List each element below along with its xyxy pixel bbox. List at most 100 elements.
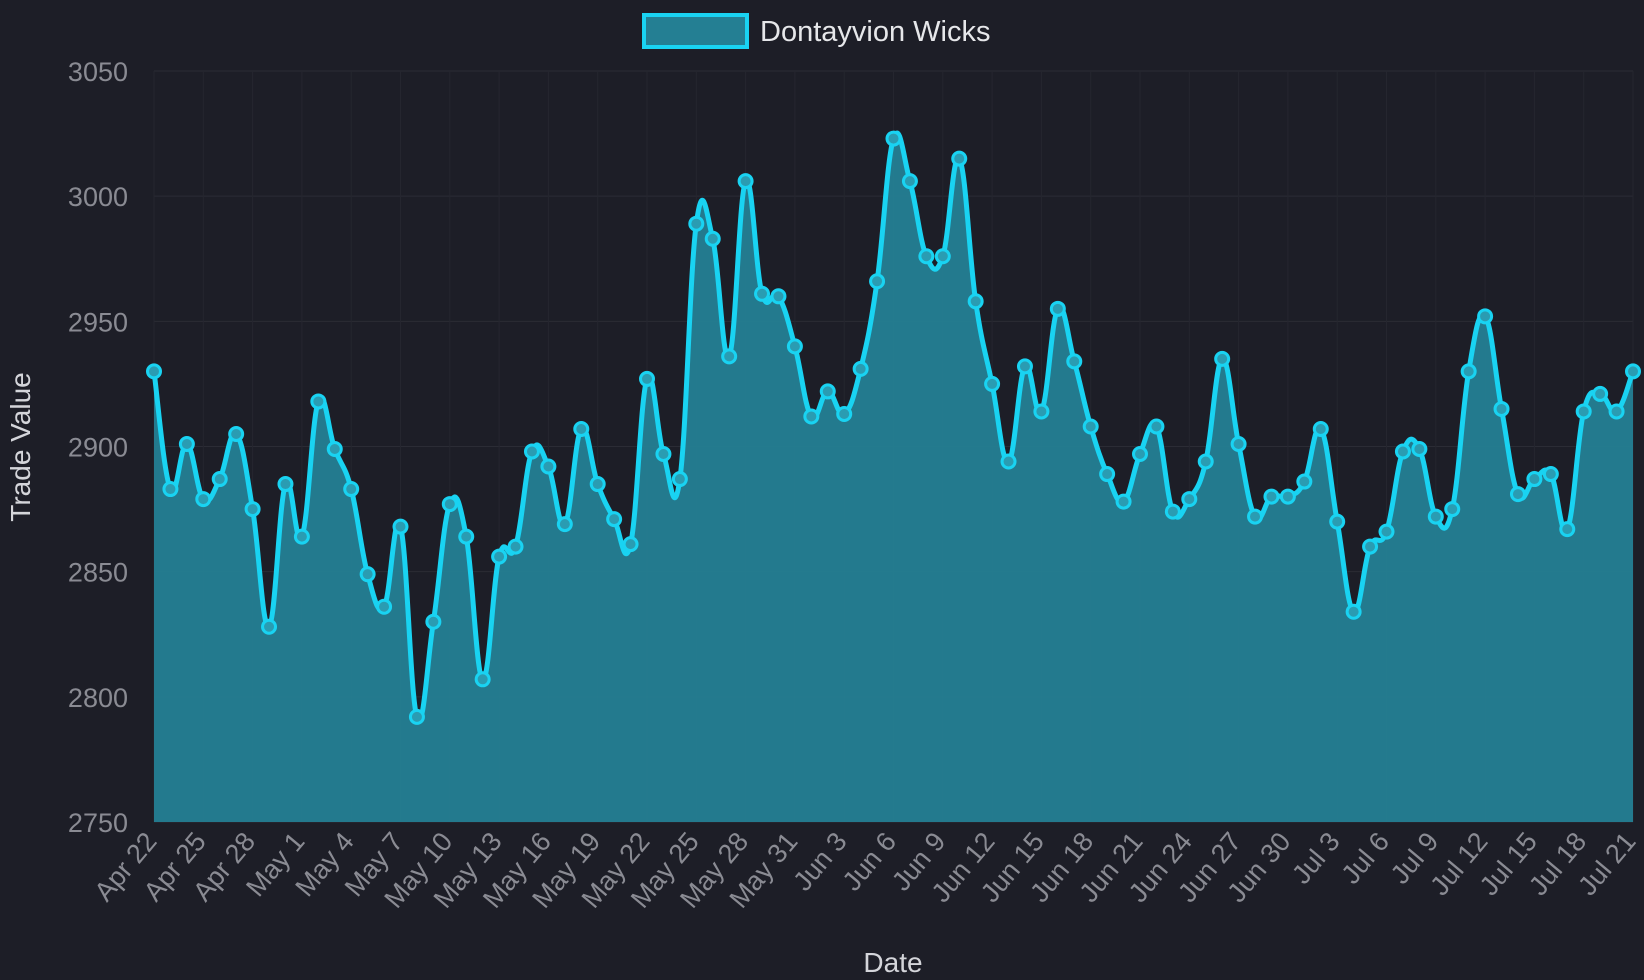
- data-point[interactable]: [491, 548, 508, 565]
- data-point[interactable]: [523, 443, 540, 460]
- data-point[interactable]: [836, 405, 853, 422]
- data-point[interactable]: [1526, 471, 1543, 488]
- data-point[interactable]: [178, 435, 195, 452]
- data-point[interactable]: [1082, 418, 1099, 435]
- data-point[interactable]: [770, 288, 787, 305]
- data-point[interactable]: [901, 173, 918, 190]
- data-point[interactable]: [474, 671, 491, 688]
- data-point[interactable]: [540, 458, 557, 475]
- data-point[interactable]: [885, 130, 902, 147]
- data-point[interactable]: [951, 150, 968, 167]
- data-point[interactable]: [704, 230, 721, 247]
- data-point[interactable]: [458, 528, 475, 545]
- data-point[interactable]: [1132, 446, 1148, 463]
- data-point[interactable]: [671, 471, 688, 488]
- data-point[interactable]: [343, 481, 360, 498]
- data-point[interactable]: [359, 566, 376, 583]
- legend-label[interactable]: Dontayvion Wicks: [760, 16, 990, 48]
- data-point[interactable]: [244, 501, 261, 518]
- data-point[interactable]: [1575, 403, 1592, 420]
- data-point[interactable]: [852, 360, 869, 377]
- data-point[interactable]: [803, 408, 820, 425]
- data-point[interactable]: [441, 496, 458, 513]
- data-point[interactable]: [819, 383, 836, 400]
- data-point[interactable]: [277, 476, 294, 493]
- data-point[interactable]: [1427, 508, 1444, 525]
- data-point[interactable]: [1099, 466, 1116, 483]
- data-point[interactable]: [573, 420, 590, 437]
- data-point[interactable]: [376, 598, 393, 615]
- y-tick-label: 2950: [68, 307, 128, 337]
- data-point[interactable]: [1230, 435, 1247, 452]
- data-point[interactable]: [1312, 420, 1329, 437]
- data-point[interactable]: [1608, 403, 1625, 420]
- data-point[interactable]: [556, 516, 573, 533]
- data-point[interactable]: [162, 481, 179, 498]
- data-point[interactable]: [228, 425, 245, 442]
- data-point[interactable]: [1214, 350, 1231, 367]
- data-point[interactable]: [1411, 441, 1428, 458]
- data-point[interactable]: [1394, 443, 1411, 460]
- data-point[interactable]: [655, 446, 672, 463]
- data-point[interactable]: [606, 511, 623, 528]
- data-point[interactable]: [639, 370, 655, 387]
- data-point[interactable]: [326, 441, 343, 458]
- data-point[interactable]: [408, 708, 425, 725]
- data-point[interactable]: [967, 293, 984, 310]
- data-point[interactable]: [934, 248, 951, 265]
- data-point[interactable]: [310, 393, 327, 410]
- y-tick-label: 3000: [68, 182, 128, 212]
- data-point[interactable]: [293, 528, 310, 545]
- data-point[interactable]: [1279, 488, 1296, 505]
- data-point[interactable]: [1362, 538, 1379, 555]
- data-point[interactable]: [1559, 521, 1576, 538]
- data-point[interactable]: [507, 538, 524, 555]
- data-point[interactable]: [589, 476, 606, 493]
- data-point[interactable]: [195, 491, 212, 508]
- data-point[interactable]: [754, 285, 771, 302]
- x-tick-label: Jun 3: [787, 827, 852, 897]
- data-point[interactable]: [1542, 466, 1559, 483]
- data-point[interactable]: [721, 348, 738, 365]
- data-point[interactable]: [1625, 363, 1641, 380]
- data-point[interactable]: [1509, 486, 1526, 503]
- data-point[interactable]: [984, 375, 1001, 392]
- data-point[interactable]: [1263, 488, 1280, 505]
- data-point[interactable]: [1296, 473, 1313, 490]
- data-point[interactable]: [1033, 403, 1050, 420]
- data-point[interactable]: [688, 215, 705, 232]
- data-point[interactable]: [1477, 308, 1494, 325]
- data-point[interactable]: [1115, 493, 1132, 510]
- data-point[interactable]: [1164, 503, 1181, 520]
- data-point[interactable]: [622, 536, 639, 553]
- data-point[interactable]: [786, 338, 803, 355]
- data-point[interactable]: [1345, 603, 1362, 620]
- data-point[interactable]: [425, 613, 442, 630]
- data-point[interactable]: [211, 471, 228, 488]
- x-tick-label: Jul 3: [1286, 827, 1346, 890]
- data-point[interactable]: [392, 518, 409, 535]
- data-point[interactable]: [261, 618, 278, 635]
- data-point[interactable]: [1148, 418, 1165, 435]
- data-point[interactable]: [1444, 501, 1461, 518]
- data-point[interactable]: [1378, 523, 1395, 540]
- data-point[interactable]: [869, 273, 886, 290]
- data-point[interactable]: [1592, 385, 1609, 402]
- data-point[interactable]: [1066, 353, 1083, 370]
- data-point[interactable]: [1000, 453, 1017, 470]
- data-point[interactable]: [146, 363, 162, 380]
- legend-swatch[interactable]: [642, 13, 749, 49]
- data-point[interactable]: [1247, 508, 1264, 525]
- data-point[interactable]: [1329, 513, 1346, 530]
- data-point[interactable]: [1181, 491, 1198, 508]
- data-point[interactable]: [1016, 358, 1033, 375]
- data-point[interactable]: [918, 248, 935, 265]
- data-point[interactable]: [737, 173, 754, 190]
- legend[interactable]: Dontayvion Wicks: [642, 13, 990, 49]
- data-point[interactable]: [1493, 400, 1510, 417]
- data-point[interactable]: [1049, 300, 1066, 317]
- data-point[interactable]: [1460, 363, 1477, 380]
- data-point[interactable]: [1197, 453, 1214, 470]
- x-tick-label: Jun 6: [837, 827, 902, 897]
